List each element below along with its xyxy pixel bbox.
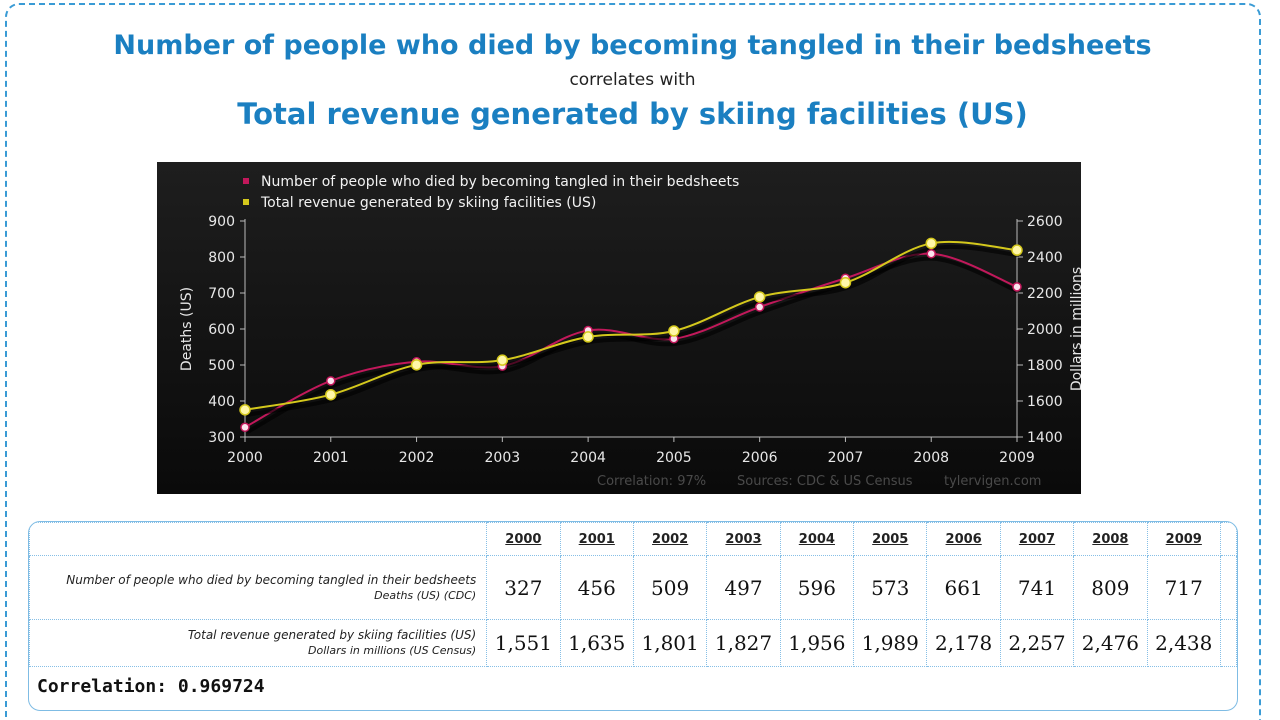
year-header: 2008: [1073, 522, 1148, 556]
table-cell: 1,956: [779, 619, 855, 667]
table-cell: 2,178: [926, 619, 1001, 667]
row-sublabel-text: Deaths (US) (CDC): [374, 588, 477, 602]
year-header: 2009: [1146, 522, 1221, 556]
series-shadow: [246, 256, 1020, 435]
table-cell: 1,827: [706, 619, 781, 667]
table-tail: [1219, 555, 1237, 620]
row-label-deaths: Number of people who died by becoming ta…: [29, 555, 488, 620]
data-point: [326, 376, 336, 386]
row-label-revenue: Total revenue generated by skiing facili…: [29, 619, 488, 667]
year-header: 2000: [486, 522, 561, 556]
year-header: 2007: [999, 522, 1075, 556]
table-tail: [1219, 522, 1237, 556]
row-label-text: Number of people who died by becoming ta…: [66, 572, 477, 587]
x-tick-label: 2007: [828, 450, 864, 466]
year-header: 2001: [559, 522, 634, 556]
row-sublabel-text: Dollars in millions (US Census): [308, 644, 477, 657]
y-axis-title-right: Dollars in millions: [1069, 267, 1081, 391]
footer-sources: Sources: CDC & US Census: [737, 474, 913, 489]
table-cell: 456: [559, 555, 634, 620]
y-tick-label-left: 300: [208, 430, 235, 446]
table-cell: 809: [1073, 555, 1148, 620]
table-cell: 2,438: [1146, 619, 1221, 667]
x-tick-label: 2004: [570, 450, 606, 466]
year-header: 2002: [632, 522, 708, 556]
x-tick-label: 2008: [913, 450, 949, 466]
data-table: 2000 2001 2002 2003 2004 2005 2006 2007 …: [28, 521, 1238, 711]
year-header: 2003: [706, 522, 781, 556]
series-line: [244, 240, 1018, 411]
chart-panel: 300 400 500 600 700 800 900 1400 1600 1800 2000 220…: [157, 162, 1081, 494]
data-point: [753, 291, 766, 303]
x-tick-label: 2009: [999, 450, 1035, 466]
data-point: [926, 249, 936, 259]
table-cell: 741: [999, 555, 1075, 620]
y-tick-label-right: 2600: [1027, 214, 1063, 230]
table-cell: 2,476: [1073, 619, 1148, 667]
table-cell: 1,551: [486, 619, 561, 667]
y-tick-label-left: 900: [208, 214, 235, 230]
y-tick-label-left: 700: [208, 286, 235, 302]
table-cell: 573: [853, 555, 928, 620]
data-point: [582, 331, 594, 343]
table-cell: 596: [779, 555, 855, 620]
data-point: [240, 422, 250, 433]
data-point: [239, 404, 251, 416]
table-cell: 509: [632, 555, 708, 620]
data-point: [668, 325, 680, 337]
footer-correlation: Correlation: 97%: [597, 474, 706, 489]
x-tick-label: 2000: [227, 450, 263, 466]
x-tick-label: 2002: [399, 450, 435, 466]
data-point: [1011, 244, 1023, 256]
x-tick-label: 2001: [313, 450, 349, 466]
table-cell: 327: [486, 555, 561, 620]
page-frame: [5, 3, 1261, 720]
data-point: [754, 302, 765, 312]
table-cell: 1,989: [853, 619, 928, 667]
y-tick-label-left: 500: [208, 358, 235, 374]
row-label-text: Total revenue generated by skiing facili…: [187, 628, 477, 642]
year-header: 2004: [779, 522, 855, 556]
legend-label: Number of people who died by becoming ta…: [261, 174, 739, 190]
y-axis-title-left: Deaths (US): [179, 287, 195, 371]
year-header: 2006: [926, 522, 1001, 556]
x-tick-label: 2006: [742, 450, 778, 466]
table-corner: [29, 522, 488, 556]
table-cell: 661: [926, 555, 1001, 620]
data-point: [496, 354, 509, 366]
y-tick-label-right: 1800: [1027, 358, 1063, 374]
y-tick-label-right: 2200: [1027, 286, 1063, 302]
legend-swatch: [243, 178, 249, 184]
y-tick-label-right: 2000: [1027, 322, 1063, 338]
title-correlates-with: correlates with: [569, 70, 696, 90]
y-tick-label-right: 1600: [1027, 394, 1063, 410]
data-point: [410, 359, 423, 371]
table-cell: 717: [1146, 555, 1221, 620]
y-tick-label-left: 600: [208, 322, 235, 338]
correlation-value: Correlation: 0.969724: [37, 676, 265, 697]
line-chart: 300 400 500 600 700 800 900 1400 1600 1800 2000 220…: [179, 174, 1081, 489]
table-cell: 1,635: [559, 619, 634, 667]
data-point: [925, 237, 937, 250]
x-tick-label: 2003: [485, 450, 521, 466]
year-header: 2005: [853, 522, 928, 556]
table-cell: 1,801: [632, 619, 708, 667]
table-cell: 2,257: [999, 619, 1075, 667]
footer-site: tylervigen.com: [944, 474, 1041, 489]
series-shadow: [246, 244, 1020, 417]
title-series-2: Total revenue generated by skiing facili…: [237, 97, 1028, 131]
y-tick-label-right: 2400: [1027, 250, 1063, 266]
table-cell: 497: [706, 555, 781, 620]
y-tick-label-left: 400: [208, 394, 235, 410]
data-point: [325, 388, 337, 401]
title-series-1: Number of people who died by becoming ta…: [113, 30, 1152, 61]
y-tick-label-left: 800: [208, 250, 235, 266]
data-point: [839, 276, 852, 289]
y-tick-label-right: 1400: [1027, 430, 1063, 446]
legend-label: Total revenue generated by skiing facili…: [260, 195, 596, 211]
x-tick-label: 2005: [656, 450, 692, 466]
data-point: [1012, 282, 1022, 292]
legend-swatch: [243, 199, 249, 205]
table-tail: [1219, 619, 1237, 667]
